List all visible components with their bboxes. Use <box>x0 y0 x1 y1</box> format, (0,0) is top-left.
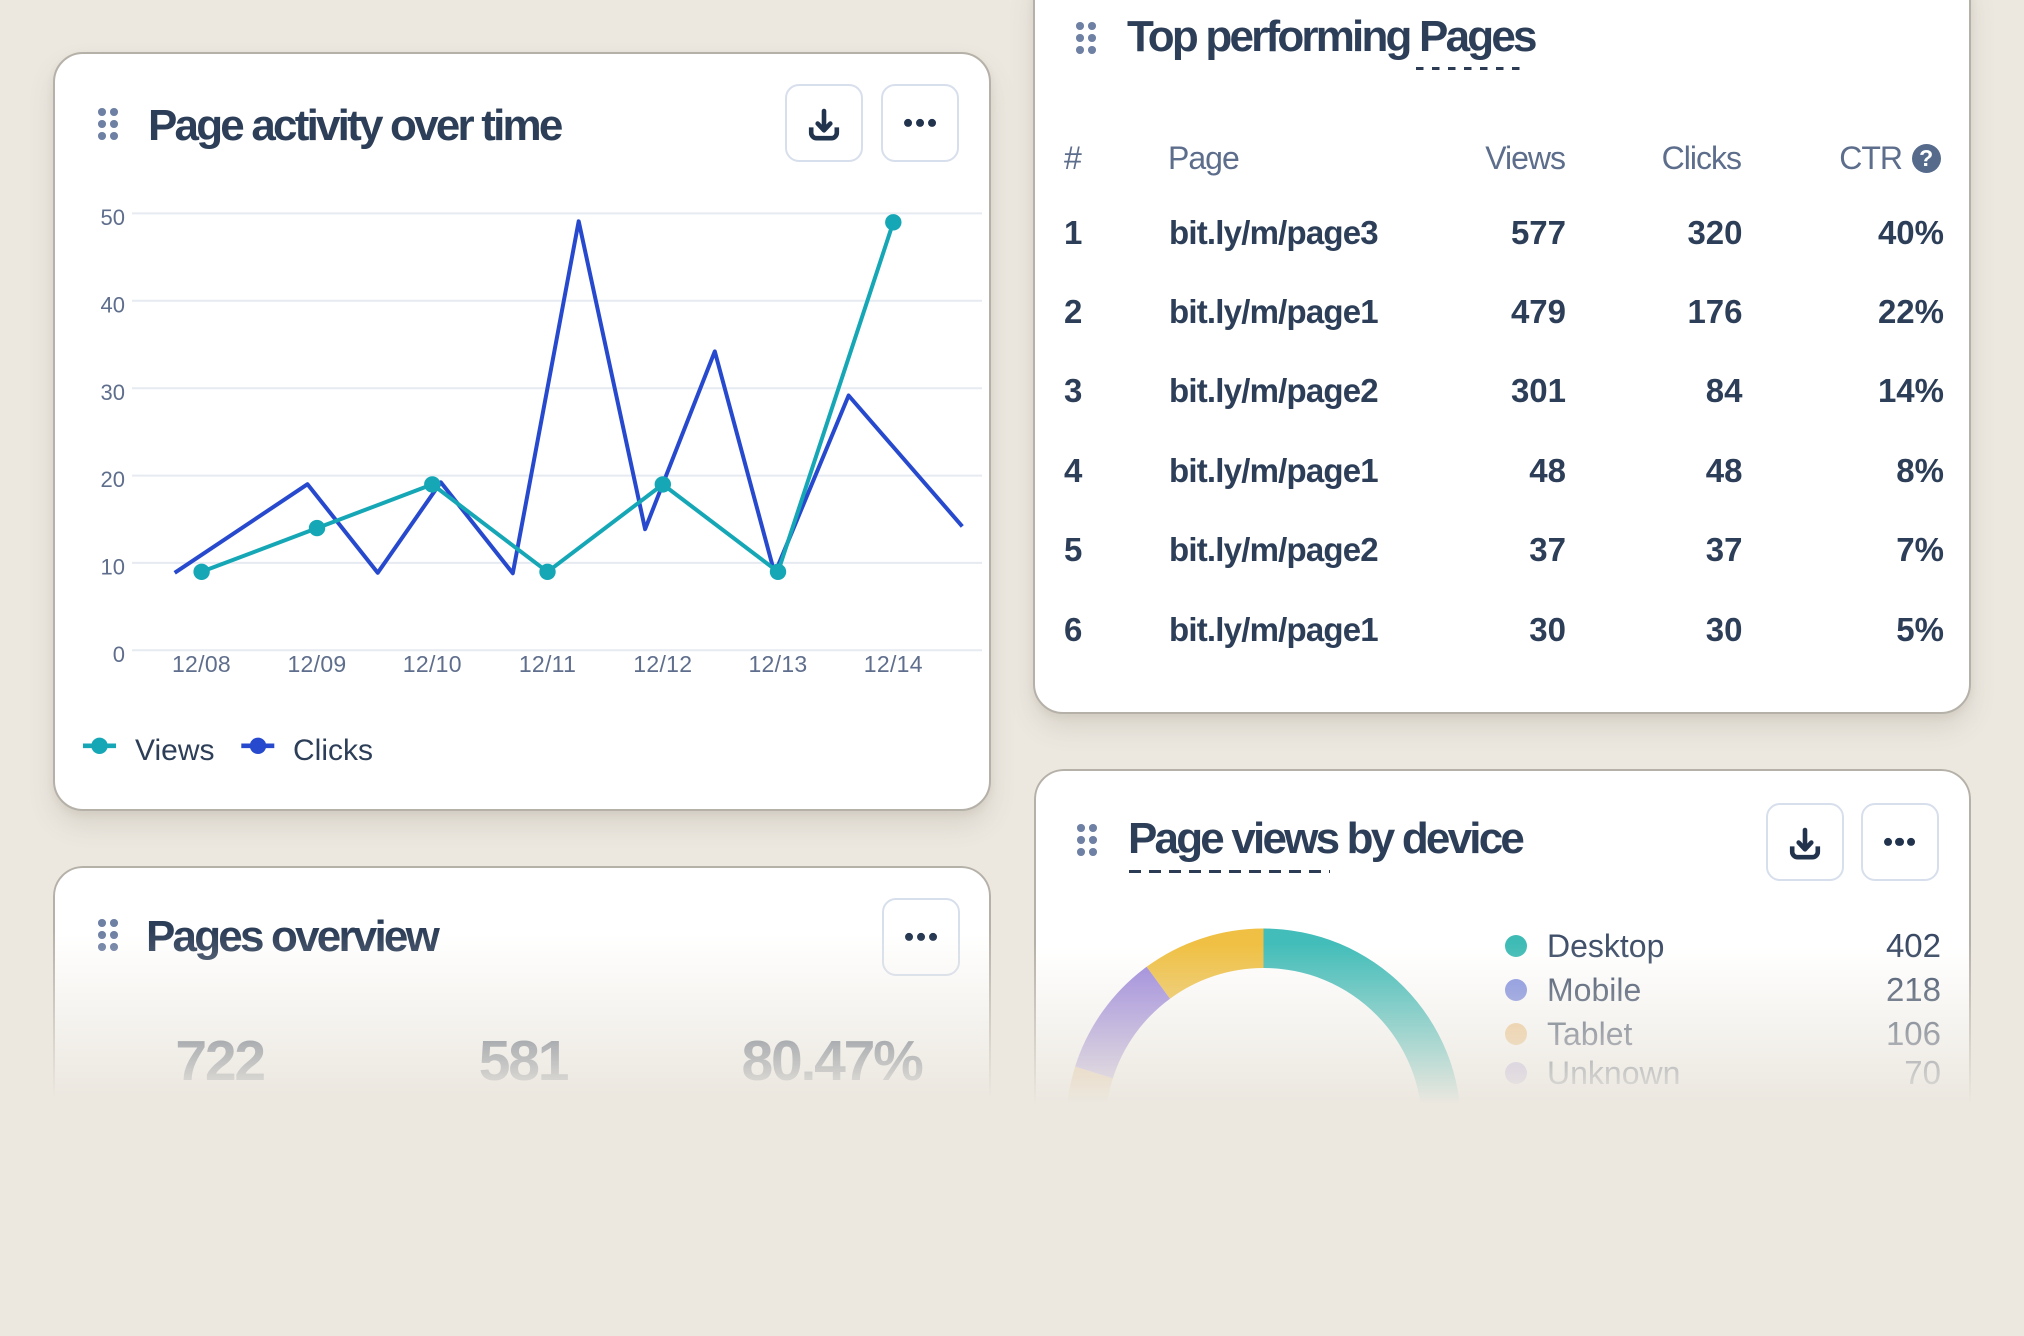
svg-text:30: 30 <box>101 380 125 405</box>
svg-text:12/08: 12/08 <box>172 651 231 677</box>
svg-text:0: 0 <box>113 642 125 667</box>
svg-text:12/12: 12/12 <box>633 651 692 677</box>
svg-text:12/11: 12/11 <box>519 651 576 677</box>
svg-text:Views: Views <box>135 734 214 767</box>
svg-text:50: 50 <box>101 205 125 230</box>
svg-text:12/14: 12/14 <box>864 651 923 677</box>
svg-text:12/13: 12/13 <box>748 651 807 677</box>
svg-text:40: 40 <box>101 292 125 317</box>
svg-text:20: 20 <box>101 467 125 492</box>
svg-text:10: 10 <box>101 555 125 580</box>
svg-text:12/09: 12/09 <box>287 651 346 677</box>
svg-text:Clicks: Clicks <box>293 734 373 767</box>
svg-text:12/10: 12/10 <box>403 651 462 677</box>
